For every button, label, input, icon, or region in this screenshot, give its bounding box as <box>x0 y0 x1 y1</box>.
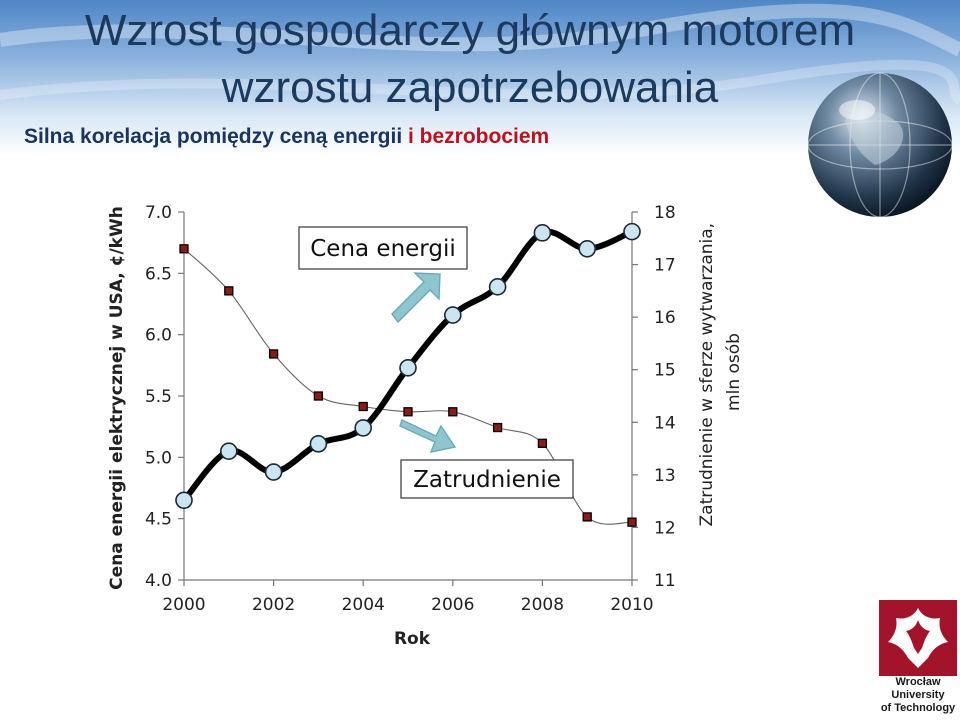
slide-title-line1: Wzrost gospodarczy głównym motorem <box>84 6 856 55</box>
callout-zatrudnienie: Zatrudnienie <box>400 459 574 499</box>
eagle-crest-icon <box>879 600 957 676</box>
point-zatrudnienie <box>582 512 592 522</box>
point-cena-energii <box>443 306 462 324</box>
y-left-tick-label: 5.0 <box>145 448 172 468</box>
point-cena-energii <box>309 435 328 453</box>
y-right-tick-label: 16 <box>654 308 676 328</box>
y-left-tick-label: 4.5 <box>145 510 172 530</box>
point-zatrudnienie <box>627 517 637 527</box>
point-zatrudnienie <box>268 349 279 359</box>
y-left-tick-label: 4.0 <box>145 571 172 591</box>
y-right-tick-label: 17 <box>654 256 676 276</box>
point-zatrudnienie <box>358 401 368 412</box>
point-zatrudnienie <box>403 407 413 417</box>
banner-swirl-decoration <box>0 3 960 105</box>
globe-icon <box>807 72 953 218</box>
y-right-tick-label: 13 <box>654 466 676 486</box>
y-right-tick-label: 12 <box>654 518 676 538</box>
callout-cena-text: Cena energii <box>310 236 456 262</box>
point-cena-energii <box>264 463 283 481</box>
y-left-tick-label: 6.0 <box>145 326 172 346</box>
header-banner <box>0 0 960 200</box>
x-axis-label: Rok <box>394 629 431 649</box>
x-tick-label: 2004 <box>342 595 385 615</box>
slide-title-line2: wzrostu zapotrzebowania <box>221 63 719 112</box>
y-right-tick-label: 11 <box>654 571 676 591</box>
callout-zatrudnienie-box <box>400 459 574 499</box>
point-cena-energii <box>623 222 641 241</box>
point-cena-energii <box>175 491 193 510</box>
y-right-tick-label: 15 <box>654 361 676 381</box>
subtitle-main: Silna korelacja pomiędzy ceną energii <box>24 125 403 148</box>
point-zatrudnienie <box>179 244 189 254</box>
point-cena-energii <box>399 358 417 377</box>
y-right-tick-label: 18 <box>654 203 676 223</box>
point-zatrudnienie <box>448 407 458 417</box>
point-cena-energii <box>220 442 238 461</box>
callout-cena-energii: Cena energii <box>298 226 468 270</box>
callout-cena-box <box>298 226 468 270</box>
x-tick-label: 2008 <box>521 595 564 615</box>
arrow-up-icon <box>391 272 441 324</box>
x-tick-label: 2002 <box>252 595 295 615</box>
line-chart: 2000 2002 2004 2006 2008 2010 7.0 6.5 6.0 5.5 5.0 4… <box>72 192 768 680</box>
point-zatrudnienie <box>537 438 548 448</box>
chart-area: 2000 2002 2004 2006 2008 2010 7.0 6.5 6.0 5.5 5.0 4… <box>72 192 768 680</box>
slide-subtitle: Silna korelacja pomiędzy ceną energii i … <box>24 125 549 149</box>
x-tick-label: 2010 <box>610 595 653 615</box>
y-right-axis-label: Zatrudnienie w sferze wytwarzania, mln o… <box>697 218 744 527</box>
arrow-down-icon <box>399 419 457 453</box>
logo-text: Wrocław University of Technology <box>876 676 960 715</box>
point-cena-energii <box>354 419 373 437</box>
y-right-axis-label-line2: mln osób <box>724 333 744 411</box>
y-left-tick-label: 7.0 <box>145 203 172 223</box>
logo-text-line2: University <box>891 689 945 701</box>
logo-text-line3: of Technology <box>880 702 956 714</box>
y-left-axis-label: Cena energii elektrycznej w USA, ¢/kWh <box>107 206 127 590</box>
y-left-tick-label: 6.5 <box>145 264 172 284</box>
callout-zatrudnienie-text: Zatrudnienie <box>413 467 561 493</box>
point-zatrudnienie <box>224 286 234 296</box>
x-tick-label: 2006 <box>431 595 474 615</box>
point-cena-energii <box>578 239 597 258</box>
y-right-axis-label-line1: Zatrudnienie w sferze wytwarzania, <box>697 223 717 527</box>
logo-text-line1: Wrocław <box>895 676 941 688</box>
point-cena-energii <box>488 278 507 296</box>
point-cena-energii <box>533 224 552 242</box>
y-right-tick-label: 14 <box>654 413 676 433</box>
y-left-tick-label: 5.5 <box>145 387 172 407</box>
point-zatrudnienie <box>492 422 503 433</box>
x-tick-label: 2000 <box>162 595 205 615</box>
point-zatrudnienie <box>313 391 324 401</box>
subtitle-accent: i bezrobociem <box>402 125 550 148</box>
